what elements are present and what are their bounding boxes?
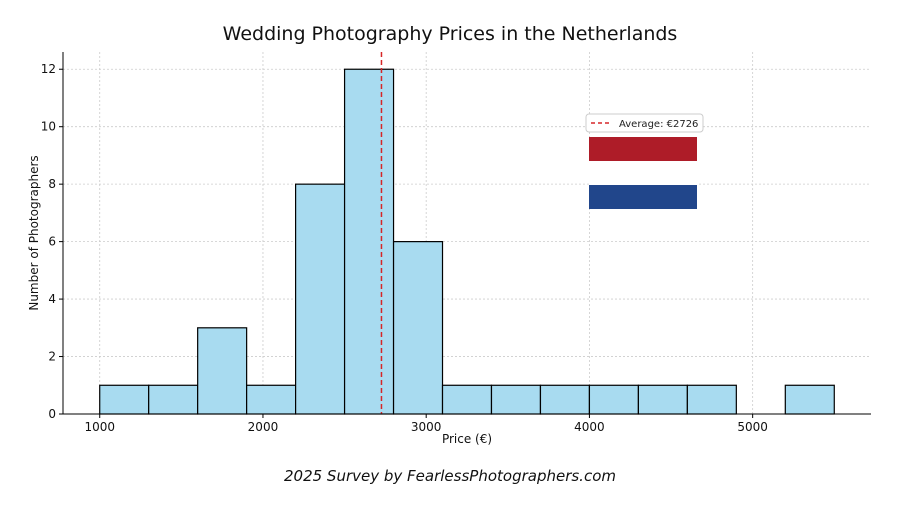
histogram-bar — [490, 384, 542, 415]
histogram-bar — [686, 384, 737, 415]
y-tick-label: 2 — [48, 350, 56, 364]
netherlands-flag — [589, 137, 697, 209]
histogram-bar — [295, 183, 346, 415]
histogram-bar — [343, 68, 395, 415]
x-tick-label: 4000 — [574, 420, 605, 434]
histogram-bar — [197, 327, 248, 415]
y-tick-label: 10 — [41, 120, 56, 134]
x-tick-label: 2000 — [248, 420, 279, 434]
y-tick-label: 6 — [48, 235, 56, 249]
y-tick-label: 12 — [41, 62, 56, 76]
y-axis-label: Number of Photographers — [27, 155, 41, 310]
chart-title: Wedding Photography Prices in the Nether… — [223, 23, 678, 45]
legend-average-label: Average: €2726 — [619, 119, 698, 130]
histogram-bar — [148, 384, 199, 415]
histogram-bar — [539, 384, 591, 415]
histogram-bar — [441, 384, 493, 415]
flag-red-stripe — [589, 137, 697, 161]
footer-credit: 2025 Survey by FearlessPhotographers.com — [284, 467, 616, 485]
histogram-bar — [637, 384, 688, 415]
grid-lines — [63, 52, 871, 414]
histogram-bar — [99, 384, 150, 415]
flag-blue-stripe — [589, 185, 697, 209]
y-tick-label: 4 — [48, 292, 56, 306]
y-tick-label: 8 — [48, 177, 56, 191]
y-tick-label: 0 — [48, 407, 56, 421]
histogram-bar — [588, 384, 639, 415]
histogram-bar — [246, 384, 297, 415]
histogram-bar — [784, 384, 835, 415]
histogram-bar — [392, 241, 444, 415]
axes — [59, 52, 871, 418]
x-axis-label: Price (€) — [442, 432, 492, 446]
flag-white-stripe — [589, 161, 697, 185]
x-tick-label: 1000 — [84, 420, 115, 434]
legend: Average: €2726 — [585, 113, 704, 133]
x-tick-label: 3000 — [411, 420, 442, 434]
tick-labels: 1000 2000 3000 4000 5000 0 2 4 6 8 10 12 — [41, 62, 768, 434]
legend-frame — [585, 113, 704, 133]
histogram-bars — [99, 68, 835, 415]
x-tick-label: 5000 — [737, 420, 768, 434]
